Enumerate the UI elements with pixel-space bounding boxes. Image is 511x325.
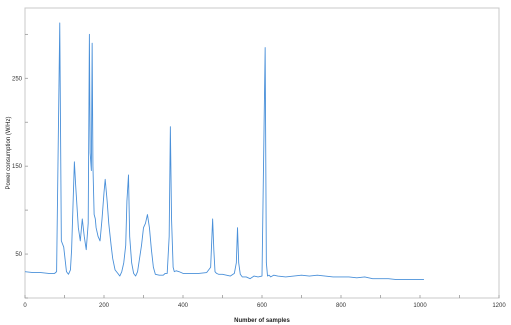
- x-axis-label: Number of samples: [234, 318, 290, 324]
- y-axis-label: Power consumption (W/Hz): [6, 116, 12, 189]
- axis-ticks: 0 200 400 600 800 1000 1200 50 150 250: [12, 33, 506, 309]
- y-tick-label: 50: [15, 252, 22, 258]
- x-tick-label: 600: [257, 303, 268, 309]
- series-layer: [24, 22, 424, 280]
- series-line-0: [24, 22, 424, 280]
- y-tick-label: 150: [12, 164, 23, 170]
- x-tick-label: 200: [99, 303, 110, 309]
- x-tick-label: 800: [336, 303, 347, 309]
- x-tick-label: 400: [178, 303, 189, 309]
- x-tick-label: 1200: [492, 303, 506, 309]
- y-tick-label: 250: [12, 76, 23, 82]
- x-tick-label: 1000: [413, 303, 427, 309]
- x-tick-label: 0: [23, 303, 27, 309]
